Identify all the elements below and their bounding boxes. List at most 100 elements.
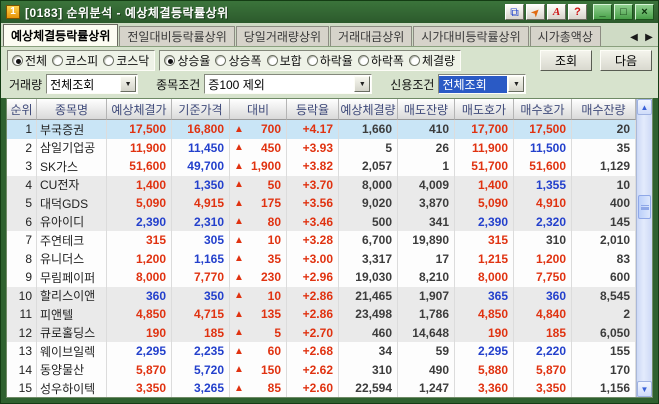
radio-market-3[interactable]: 코스닥	[103, 52, 149, 69]
cell-bid-price: 1,355	[514, 175, 572, 194]
table-row[interactable]: 10 할리스이앤 360 350 ▲ 10 +2.86 21,465 1,907 365 360 8,…	[7, 286, 636, 305]
table-row[interactable]: 13 웨이브일렉 2,295 2,235 ▲ 60 +2.68 34 59 2,295 2,220 1…	[7, 342, 636, 361]
column-header-5[interactable]: 대비	[230, 99, 287, 120]
query-button[interactable]: 조회	[540, 49, 592, 71]
table-row[interactable]: 7 주연테크 315 305 ▲ 10 +3.28 6,700 19,890 315 310 2,01…	[7, 231, 636, 250]
help-icon[interactable]: ?	[568, 4, 587, 20]
column-header-2[interactable]: 종목명	[37, 99, 107, 120]
radio-sort-1[interactable]: 상승율	[164, 52, 210, 69]
cell-stock-name: 부국증권	[37, 120, 107, 139]
tab-6[interactable]: 시가총액상	[529, 26, 601, 46]
change-value: 10	[267, 233, 281, 248]
cell-stock-name: 동양물산	[37, 360, 107, 379]
cell-bid-volume: 155	[572, 342, 636, 361]
cell-ask-price: 3,360	[455, 379, 514, 397]
radio-sort-3[interactable]: 보합	[266, 52, 302, 69]
cell-expected-price: 190	[107, 323, 172, 342]
table-row[interactable]: 12 큐로홀딩스 190 185 ▲ 5 +2.70 460 14,648 190 185 6,050	[7, 323, 636, 342]
cell-bid-price: 4,840	[514, 305, 572, 324]
tab-5[interactable]: 시가대비등락률상위	[413, 26, 529, 46]
table-row[interactable]: 1 부국증권 17,500 16,800 ▲ 700 +4.17 1,660 410 17,700…	[7, 120, 636, 139]
radio-sort-2[interactable]: 상승폭	[215, 52, 262, 69]
close-button[interactable]: ×	[635, 4, 654, 20]
volume-filter-select[interactable]: 전체조회 ▼	[46, 74, 139, 94]
cell-stock-name: CU전자	[37, 175, 107, 194]
chevron-down-icon[interactable]: ▼	[508, 76, 525, 92]
tab-1[interactable]: 예상체결등락률상위	[3, 24, 119, 46]
cell-rank: 3	[7, 157, 37, 176]
cell-ask-volume: 1,907	[398, 286, 455, 305]
column-header-9[interactable]: 매도호가	[455, 99, 514, 120]
column-header-1[interactable]: 순위	[7, 99, 37, 120]
credit-condition-select[interactable]: 전체조회 ▼	[438, 74, 527, 94]
cell-base-price: 2,310	[172, 212, 230, 231]
tab-2[interactable]: 전일대비등락률상위	[119, 26, 235, 46]
vertical-scrollbar[interactable]: ▲ ▼	[636, 99, 652, 397]
chevron-down-icon[interactable]: ▼	[120, 76, 137, 92]
column-header-8[interactable]: 매도잔량	[398, 99, 455, 120]
cell-ask-volume: 8,210	[398, 268, 455, 287]
minimize-button[interactable]: _	[593, 4, 612, 20]
column-header-4[interactable]: 기준가격	[172, 99, 230, 120]
cell-rank: 5	[7, 194, 37, 213]
scrollbar-track[interactable]	[637, 115, 652, 381]
table-row[interactable]: 5 대덕GDS 5,090 4,915 ▲ 175 +3.56 9,020 3,870 5,090…	[7, 194, 636, 213]
table-row[interactable]: 2 삼일기업공 11,900 11,450 ▲ 450 +3.93 5 26 11,900 11,5…	[7, 138, 636, 157]
font-icon[interactable]: A	[547, 4, 566, 20]
cell-bid-price: 360	[514, 286, 572, 305]
cell-stock-name: 대덕GDS	[37, 194, 107, 213]
table-row[interactable]: 8 유니더스 1,200 1,165 ▲ 35 +3.00 3,317 17 1,215 1,200…	[7, 249, 636, 268]
column-header-11[interactable]: 매수잔량	[572, 99, 636, 120]
up-arrow-icon: ▲	[234, 216, 244, 228]
cell-bid-volume: 400	[572, 194, 636, 213]
cell-ask-price: 5,090	[455, 194, 514, 213]
cell-change-rate: +2.96	[287, 268, 339, 287]
cell-ask-volume: 341	[398, 212, 455, 231]
column-header-6[interactable]: 등락율	[287, 99, 339, 120]
table-body: 1 부국증권 17,500 16,800 ▲ 700 +4.17 1,660 410 17,700…	[7, 120, 636, 397]
radio-market-1[interactable]: 전체	[12, 52, 47, 69]
cell-ask-volume: 1,786	[398, 305, 455, 324]
copy-window-icon[interactable]: ⧉	[505, 4, 524, 20]
cell-change: ▲ 35	[230, 249, 287, 268]
tab-scroll-right-icon[interactable]: ▶	[645, 31, 653, 43]
table-row[interactable]: 4 CU전자 1,400 1,350 ▲ 50 +3.70 8,000 4,009 1,400 1,…	[7, 175, 636, 194]
window-number-badge: 1	[6, 5, 20, 19]
cell-change-rate: +3.46	[287, 212, 339, 231]
table-row[interactable]: 3 SK가스 51,600 49,700 ▲ 1,900 +3.82 2,057 1 51,700…	[7, 157, 636, 176]
up-arrow-icon: ▲	[234, 123, 244, 135]
pin-icon[interactable]: ➤	[526, 4, 545, 20]
radio-sort-6[interactable]: 체결량	[408, 52, 455, 69]
scroll-down-icon[interactable]: ▼	[637, 381, 652, 397]
column-header-7[interactable]: 예상체결량	[339, 99, 398, 120]
cell-expected-volume: 22,594	[339, 379, 398, 397]
radio-label: 전체	[25, 53, 48, 68]
radio-sort-4[interactable]: 하락율	[306, 52, 353, 69]
column-header-3[interactable]: 예상체결가	[107, 99, 172, 120]
tab-4[interactable]: 거래대금상위	[330, 26, 413, 46]
maximize-button[interactable]: □	[614, 4, 633, 20]
table-row[interactable]: 15 성우하이텍 3,350 3,265 ▲ 85 +2.60 22,594 1,247 3,36…	[7, 379, 636, 397]
cell-bid-price: 5,870	[514, 360, 572, 379]
tab-3[interactable]: 당일거래량상위	[235, 26, 330, 46]
cell-change-rate: +2.86	[287, 305, 339, 324]
cell-change-rate: +3.82	[287, 157, 339, 176]
cell-expected-price: 51,600	[107, 157, 172, 176]
table-row[interactable]: 9 무림페이퍼 8,000 7,770 ▲ 230 +2.96 19,030 8,210 8,00…	[7, 268, 636, 287]
table-row[interactable]: 6 유아이디 2,390 2,310 ▲ 80 +3.46 500 341 2,390 2,320 1…	[7, 212, 636, 231]
stock-condition-select[interactable]: 증100 제외 ▼	[204, 74, 373, 94]
tab-scroll-left-icon[interactable]: ◀	[630, 31, 638, 43]
cell-change: ▲ 10	[230, 286, 287, 305]
table-row[interactable]: 11 피앤텔 4,850 4,715 ▲ 135 +2.86 23,498 1,786 4,850…	[7, 305, 636, 324]
chevron-down-icon[interactable]: ▼	[354, 76, 371, 92]
next-button[interactable]: 다음	[600, 49, 652, 71]
column-header-10[interactable]: 매수호가	[514, 99, 572, 120]
radio-sort-5[interactable]: 하락폭	[357, 52, 404, 69]
scrollbar-thumb[interactable]	[638, 195, 651, 219]
table-row[interactable]: 14 동양물산 5,870 5,720 ▲ 150 +2.62 310 490 5,880 5,87…	[7, 360, 636, 379]
cell-ask-price: 1,400	[455, 175, 514, 194]
scroll-up-icon[interactable]: ▲	[637, 99, 652, 115]
radio-market-2[interactable]: 코스피	[52, 52, 98, 69]
cell-bid-volume: 2,010	[572, 231, 636, 250]
